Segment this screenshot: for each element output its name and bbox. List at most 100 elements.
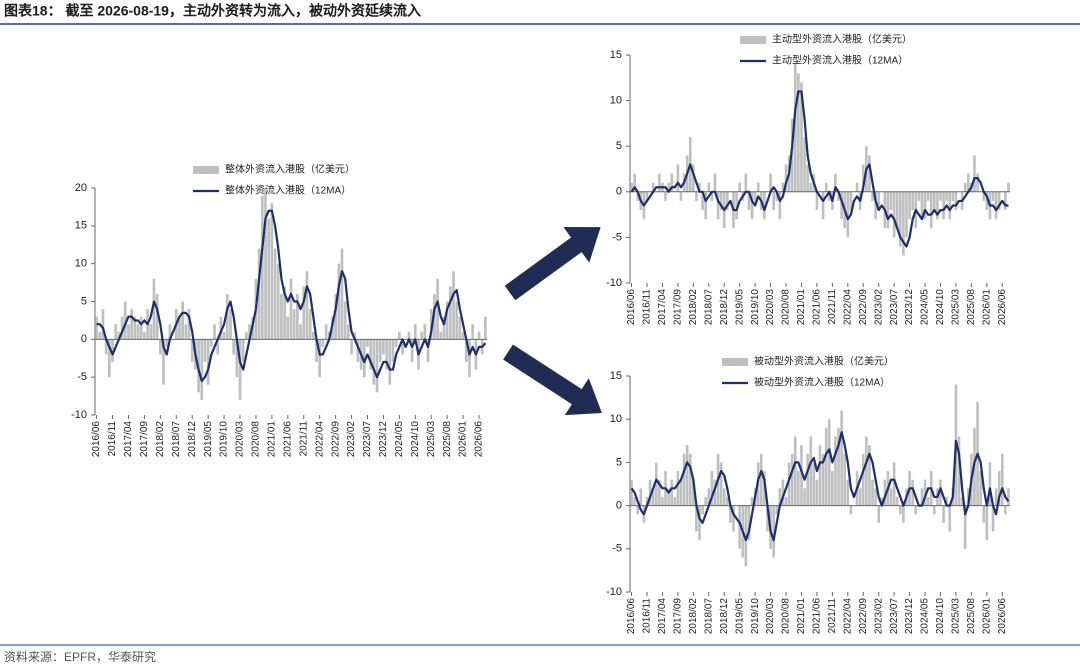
bar [152,278,156,340]
bar [449,286,452,340]
bar [139,316,143,340]
bar [710,191,714,201]
x-tick-label: 2019/05 [734,598,745,635]
x-tick-label: 2021/11 [298,421,309,457]
bar [679,191,683,201]
x-tick-label: 2020/08 [781,598,792,635]
bar [911,191,914,211]
bar [321,339,325,347]
x-tick-label: 2016/06 [626,598,637,635]
bar [695,505,698,532]
bar [149,324,153,340]
bar [858,488,862,506]
bar [676,471,680,506]
bar [165,339,169,347]
bar [806,453,809,506]
legend-label: 被动型外资流入港股（亿美元） [754,355,894,368]
bar [849,505,853,515]
bar [673,496,677,506]
bar [942,505,945,523]
bar [713,173,717,192]
bar [951,191,955,201]
x-tick-label: 2022/09 [330,421,341,458]
x-tick-label: 2016/06 [626,289,637,326]
bar [658,479,661,506]
arrow-down [503,344,602,416]
bar [868,155,871,192]
bar [750,191,754,220]
x-tick-label: 2017/09 [673,289,684,326]
x-tick-label: 2020/03 [235,421,246,458]
bar [127,324,130,340]
bar [797,73,800,192]
bar [892,191,896,238]
bar [168,324,172,340]
bar [232,339,235,355]
bar [264,188,267,340]
bar [945,191,948,201]
bar [698,182,701,192]
x-tick-label: 2022/04 [314,421,325,458]
bar [985,191,989,211]
bar [849,191,853,211]
bar [664,191,667,201]
bar [369,339,373,370]
bar [654,462,658,506]
bar [750,496,754,506]
legend-label: 整体外资流入港股（12MA） [225,184,351,197]
bar [861,453,865,506]
bar [420,331,424,340]
x-tick-label: 2018/07 [703,289,714,326]
bar [334,293,337,340]
x-tick-label: 2019/05 [203,421,214,458]
x-tick-label: 2026/06 [474,421,485,458]
bar [834,436,837,506]
bar [784,496,788,506]
bar [484,316,487,340]
y-tick-label: 15 [610,370,622,382]
bar [895,191,899,229]
bar [710,471,714,506]
bar [436,278,439,340]
x-tick-label: 2020/08 [781,289,792,326]
bar [775,505,779,515]
bar [413,324,417,340]
bar [340,248,344,340]
bar [222,331,226,340]
bar [899,505,902,515]
bar [815,191,819,211]
bar [190,339,194,363]
y-tick-label: 0 [616,500,622,512]
bar [982,191,986,201]
x-tick-label: 2022/09 [858,598,869,635]
bar [827,191,831,201]
x-tick-label: 2022/04 [842,289,853,326]
bar [883,479,887,506]
bar [356,339,360,363]
bar [670,173,674,192]
bar [926,191,930,201]
y-tick-label: 10 [75,258,87,270]
bar [688,453,692,506]
bar [445,301,449,340]
bar [902,505,905,523]
x-tick-label: 2025/08 [966,289,977,326]
bar [843,453,847,506]
bar [701,505,704,515]
bar [639,488,643,506]
bar [401,339,404,355]
bar [378,339,382,363]
bar [394,339,398,347]
bar [162,339,165,385]
x-tick-label: 2021/06 [282,421,293,458]
bar [920,488,924,506]
x-tick-label: 2026/06 [997,598,1008,635]
bar [410,339,414,363]
bar [933,505,936,515]
bar [667,182,670,192]
bar [633,496,636,506]
bar [286,316,290,340]
bar [929,191,933,229]
bar [123,301,127,340]
bar [114,324,118,340]
